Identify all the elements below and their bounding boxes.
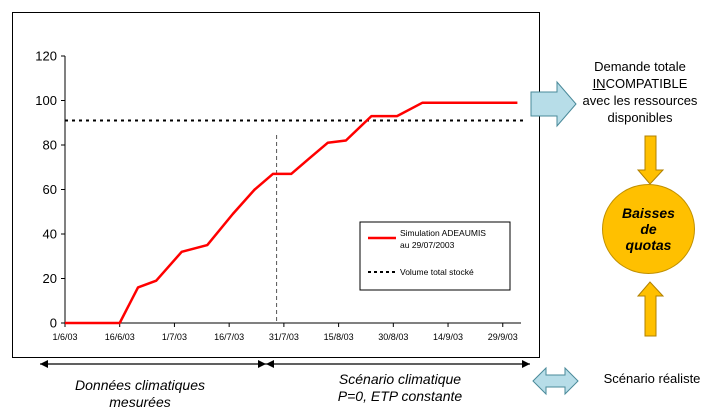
quota-text: Baisses de quotas <box>622 205 675 253</box>
quota-reduction-ellipse: Baisses de quotas <box>602 184 695 274</box>
quota-line-1: Baisses <box>622 205 675 221</box>
demand-line-1: Demande totale <box>565 58 714 75</box>
realistic-scenario-label: Scénario réaliste <box>590 371 714 386</box>
demand-line-2-underlined: IN <box>593 76 606 91</box>
quota-line-3: quotas <box>626 237 672 253</box>
demand-line-3: avec les ressources <box>565 92 714 109</box>
scenario-climate-label: Scénario climatique P=0, ETP constante <box>300 371 500 405</box>
quota-line-2: de <box>640 221 656 237</box>
measured-range-arrowhead-left <box>40 360 48 368</box>
measured-climate-label: Données climatiques mesurées <box>40 377 240 411</box>
measured-line-1: Données climatiques <box>40 377 240 394</box>
scenario-line-2: P=0, ETP constante <box>300 388 500 405</box>
scenario-range-arrowhead-left <box>266 360 274 368</box>
demand-incompatible-text: Demande totale INCOMPATIBLE avec les res… <box>565 58 714 126</box>
scenario-range-arrowhead-right <box>522 360 530 368</box>
double-arrow-icon <box>533 368 578 394</box>
demand-line-4: disponibles <box>565 109 714 126</box>
measured-range-arrowhead-right <box>258 360 266 368</box>
demand-line-2-rest: COMPATIBLE <box>606 76 688 91</box>
down-arrow-icon <box>638 136 663 184</box>
up-arrow-icon <box>638 282 663 336</box>
demand-line-2: INCOMPATIBLE <box>565 75 714 92</box>
scenario-line-1: Scénario climatique <box>300 371 500 388</box>
